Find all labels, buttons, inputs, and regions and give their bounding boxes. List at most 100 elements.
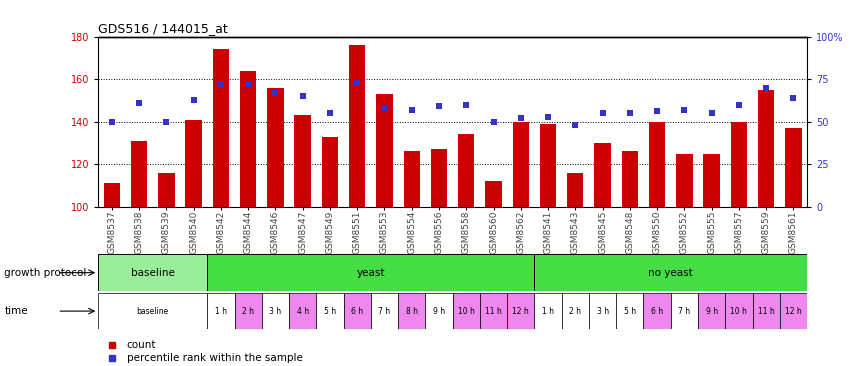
Bar bbox=[703, 154, 719, 207]
Text: 2 h: 2 h bbox=[569, 307, 581, 315]
Bar bbox=[697, 293, 724, 329]
Point bbox=[731, 102, 745, 108]
Bar bbox=[648, 122, 664, 207]
Bar bbox=[589, 293, 616, 329]
Bar bbox=[262, 293, 288, 329]
Text: 5 h: 5 h bbox=[623, 307, 635, 315]
Point bbox=[541, 114, 554, 120]
Bar bbox=[430, 149, 447, 207]
Bar bbox=[212, 49, 229, 207]
Text: 11 h: 11 h bbox=[485, 307, 502, 315]
Bar bbox=[730, 122, 746, 207]
Text: 8 h: 8 h bbox=[405, 307, 417, 315]
Text: baseline: baseline bbox=[136, 307, 169, 315]
Text: 7 h: 7 h bbox=[378, 307, 390, 315]
Text: GDS516 / 144015_at: GDS516 / 144015_at bbox=[98, 22, 228, 36]
Bar bbox=[724, 293, 751, 329]
Text: 2 h: 2 h bbox=[242, 307, 254, 315]
Bar bbox=[376, 94, 392, 207]
Bar bbox=[131, 141, 147, 207]
Text: no yeast: no yeast bbox=[647, 268, 693, 278]
Point bbox=[404, 107, 418, 113]
Point bbox=[676, 107, 690, 113]
Text: time: time bbox=[4, 306, 28, 316]
Text: 3 h: 3 h bbox=[595, 307, 608, 315]
Bar bbox=[616, 293, 642, 329]
Bar bbox=[207, 254, 534, 291]
Text: 1 h: 1 h bbox=[215, 307, 227, 315]
Text: yeast: yeast bbox=[357, 268, 385, 278]
Text: 12 h: 12 h bbox=[512, 307, 529, 315]
Point bbox=[268, 90, 281, 96]
Text: 6 h: 6 h bbox=[351, 307, 363, 315]
Bar bbox=[621, 152, 637, 207]
Bar bbox=[288, 293, 316, 329]
Bar bbox=[452, 293, 479, 329]
Point bbox=[704, 110, 717, 116]
Bar bbox=[534, 293, 561, 329]
Bar bbox=[670, 293, 697, 329]
Point bbox=[595, 110, 609, 116]
Bar bbox=[425, 293, 452, 329]
Bar bbox=[485, 181, 501, 207]
Bar bbox=[322, 137, 338, 207]
Bar bbox=[98, 293, 207, 329]
Bar bbox=[158, 173, 174, 207]
Text: 12 h: 12 h bbox=[784, 307, 801, 315]
Point bbox=[160, 119, 173, 124]
Point bbox=[786, 95, 799, 101]
Bar bbox=[676, 154, 692, 207]
Bar bbox=[479, 293, 507, 329]
Bar bbox=[751, 293, 779, 329]
Point bbox=[105, 119, 119, 124]
Point bbox=[350, 80, 363, 86]
Point bbox=[377, 105, 391, 111]
Bar bbox=[316, 293, 343, 329]
Point bbox=[622, 110, 635, 116]
Bar bbox=[98, 254, 207, 291]
Bar bbox=[267, 88, 283, 207]
Text: 10 h: 10 h bbox=[729, 307, 746, 315]
Text: 3 h: 3 h bbox=[269, 307, 281, 315]
Bar bbox=[594, 143, 610, 207]
Bar bbox=[235, 293, 262, 329]
Text: 9 h: 9 h bbox=[432, 307, 444, 315]
Text: 6 h: 6 h bbox=[650, 307, 663, 315]
Bar bbox=[539, 124, 555, 207]
Bar bbox=[207, 293, 235, 329]
Bar bbox=[779, 293, 806, 329]
Bar bbox=[349, 45, 365, 207]
Bar bbox=[534, 254, 806, 291]
Point bbox=[459, 102, 473, 108]
Point bbox=[241, 81, 255, 87]
Bar bbox=[403, 152, 420, 207]
Point bbox=[322, 110, 336, 116]
Bar bbox=[784, 128, 801, 207]
Point bbox=[432, 104, 445, 109]
Text: 1 h: 1 h bbox=[542, 307, 554, 315]
Point bbox=[214, 81, 228, 87]
Bar bbox=[103, 183, 120, 207]
Bar bbox=[457, 134, 474, 207]
Point bbox=[486, 119, 500, 124]
Bar bbox=[370, 293, 397, 329]
Point bbox=[187, 97, 200, 102]
Bar bbox=[240, 71, 256, 207]
Text: growth protocol: growth protocol bbox=[4, 268, 86, 278]
Bar bbox=[561, 293, 589, 329]
Bar bbox=[566, 173, 583, 207]
Point bbox=[568, 122, 582, 128]
Bar bbox=[507, 293, 534, 329]
Bar bbox=[294, 115, 310, 207]
Bar bbox=[757, 90, 774, 207]
Text: 4 h: 4 h bbox=[296, 307, 309, 315]
Text: count: count bbox=[126, 340, 156, 350]
Bar bbox=[185, 120, 201, 207]
Text: 10 h: 10 h bbox=[457, 307, 474, 315]
Text: 9 h: 9 h bbox=[705, 307, 717, 315]
Text: 5 h: 5 h bbox=[323, 307, 335, 315]
Text: percentile rank within the sample: percentile rank within the sample bbox=[126, 353, 302, 363]
Bar bbox=[397, 293, 425, 329]
Bar bbox=[512, 122, 528, 207]
Point bbox=[514, 115, 527, 121]
